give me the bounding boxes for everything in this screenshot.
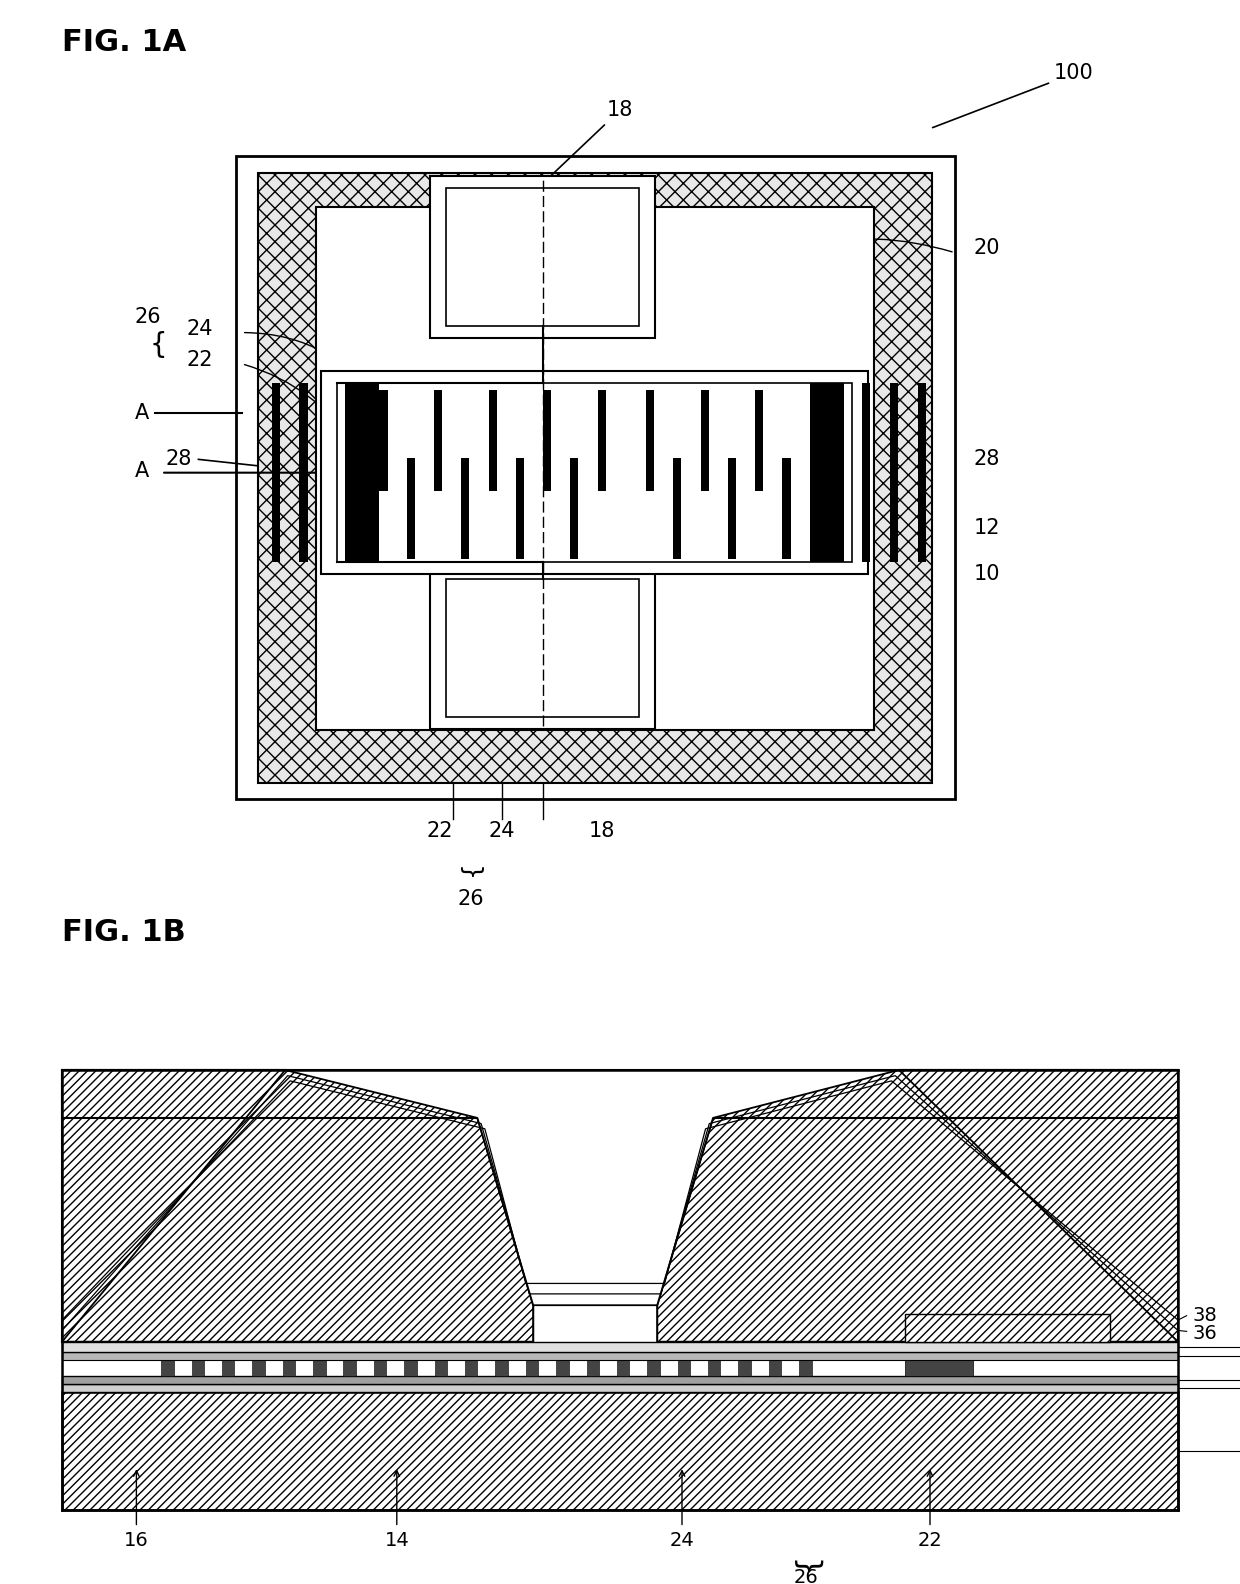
Polygon shape xyxy=(62,1071,533,1342)
Bar xyxy=(62,1342,1178,1353)
Text: 22: 22 xyxy=(186,350,212,371)
Bar xyxy=(769,1361,781,1376)
Text: 14: 14 xyxy=(384,1532,409,1549)
Bar xyxy=(312,1361,326,1376)
Bar xyxy=(272,383,280,562)
Text: 22: 22 xyxy=(427,822,454,841)
Text: 26: 26 xyxy=(458,889,485,909)
Bar xyxy=(379,390,388,491)
Text: {: { xyxy=(150,331,167,358)
Bar xyxy=(337,383,852,562)
Bar xyxy=(300,383,308,562)
Bar xyxy=(862,383,870,562)
Bar xyxy=(62,1392,1178,1510)
Bar xyxy=(543,390,552,491)
Bar xyxy=(647,1361,660,1376)
Bar xyxy=(918,383,926,562)
Bar xyxy=(236,157,955,800)
Bar xyxy=(446,578,639,716)
Text: A: A xyxy=(135,461,149,482)
Text: 24: 24 xyxy=(186,318,212,339)
Text: 24: 24 xyxy=(489,822,516,841)
Bar xyxy=(755,390,764,491)
Bar xyxy=(161,1361,174,1376)
Bar xyxy=(673,458,682,559)
Text: 24: 24 xyxy=(670,1532,694,1549)
Text: FIG. 1B: FIG. 1B xyxy=(62,917,186,947)
Text: 38: 38 xyxy=(1193,1307,1218,1326)
Text: A: A xyxy=(135,402,149,423)
Text: 28: 28 xyxy=(973,450,999,469)
Bar xyxy=(799,1361,811,1376)
Bar xyxy=(677,1361,689,1376)
Text: 20: 20 xyxy=(973,238,999,258)
Bar xyxy=(283,1361,295,1376)
Bar xyxy=(598,390,606,491)
Bar xyxy=(430,176,655,337)
Text: FIG. 1A: FIG. 1A xyxy=(62,27,186,57)
Bar xyxy=(461,458,470,559)
Bar xyxy=(708,1361,720,1376)
Bar xyxy=(810,383,844,562)
Bar xyxy=(222,1361,234,1376)
Bar xyxy=(618,1361,629,1376)
Text: 26: 26 xyxy=(135,307,161,326)
Bar xyxy=(701,390,709,491)
Bar xyxy=(489,390,497,491)
Bar xyxy=(465,1361,477,1376)
Text: 100: 100 xyxy=(932,63,1094,128)
Bar xyxy=(516,458,525,559)
Bar xyxy=(343,1361,356,1376)
Bar xyxy=(321,371,868,573)
Polygon shape xyxy=(657,1071,1178,1342)
Bar xyxy=(526,1361,538,1376)
Bar xyxy=(404,1361,417,1376)
Bar xyxy=(728,458,737,559)
Text: 16: 16 xyxy=(124,1532,149,1549)
Bar xyxy=(890,383,898,562)
Text: 18: 18 xyxy=(544,100,634,182)
Bar xyxy=(587,1361,599,1376)
Text: 36: 36 xyxy=(1193,1324,1218,1343)
Bar xyxy=(62,1071,1178,1118)
Bar xyxy=(446,188,639,326)
Text: 22: 22 xyxy=(918,1532,942,1549)
Bar xyxy=(905,1361,973,1376)
Bar xyxy=(570,458,579,559)
Bar xyxy=(316,206,874,730)
Bar xyxy=(738,1361,750,1376)
Text: 10: 10 xyxy=(973,564,999,584)
Text: 12: 12 xyxy=(973,518,999,539)
Bar xyxy=(407,458,415,559)
Bar xyxy=(62,1353,1178,1361)
Bar xyxy=(191,1361,203,1376)
Bar xyxy=(253,1361,265,1376)
Polygon shape xyxy=(285,1071,899,1305)
Bar xyxy=(258,173,932,782)
Bar xyxy=(430,567,655,729)
Bar xyxy=(782,458,791,559)
Text: {: { xyxy=(791,1552,821,1571)
Bar xyxy=(62,1384,1178,1392)
Bar xyxy=(345,383,379,562)
Text: 26: 26 xyxy=(794,1568,818,1584)
Text: 18: 18 xyxy=(588,822,615,841)
Bar xyxy=(434,390,443,491)
Bar xyxy=(646,390,655,491)
Text: 28: 28 xyxy=(166,450,192,469)
Bar xyxy=(62,1376,1178,1384)
Bar xyxy=(434,1361,448,1376)
Bar xyxy=(496,1361,508,1376)
Text: {: { xyxy=(459,860,484,876)
Bar xyxy=(905,1315,1110,1342)
Bar xyxy=(374,1361,387,1376)
Bar xyxy=(556,1361,568,1376)
